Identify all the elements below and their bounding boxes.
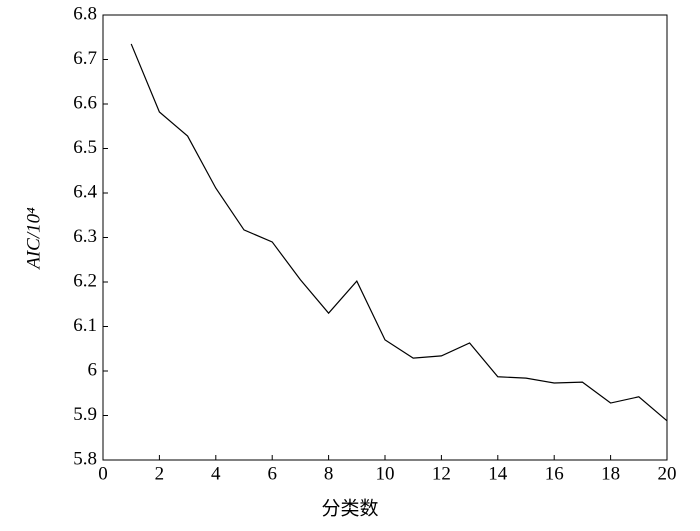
y-tick-label: 5.9: [73, 404, 97, 425]
x-tick-label: 14: [488, 463, 508, 484]
x-tick-label: 12: [432, 463, 451, 484]
y-tick-label: 6.4: [73, 181, 97, 202]
x-tick-label: 10: [376, 463, 395, 484]
y-tick-label: 6.7: [73, 48, 97, 69]
y-tick-label: 6: [88, 359, 98, 380]
y-tick-label: 6.1: [73, 315, 97, 336]
data-line: [130, 43, 668, 422]
y-tick-label: 5.8: [73, 448, 97, 469]
y-tick-label: 6.5: [73, 137, 97, 158]
x-axis-label: 分类数: [321, 497, 378, 519]
y-tick-label: 6.8: [73, 3, 97, 24]
x-tick-label: 6: [267, 463, 277, 484]
x-tick-label: 2: [155, 463, 165, 484]
y-axis-label: AIC/10⁴: [23, 207, 44, 271]
x-tick-label: 16: [545, 463, 564, 484]
x-tick-label: 18: [601, 463, 620, 484]
x-tick-label: 8: [324, 463, 334, 484]
x-tick-label: 4: [211, 463, 221, 484]
y-tick-label: 6.3: [73, 226, 97, 247]
x-tick-label: 0: [98, 463, 108, 484]
y-tick-label: 6.2: [73, 270, 97, 291]
y-tick-label: 6.6: [73, 92, 97, 113]
plot-frame: [102, 14, 668, 461]
x-tick-label: 20: [658, 463, 677, 484]
